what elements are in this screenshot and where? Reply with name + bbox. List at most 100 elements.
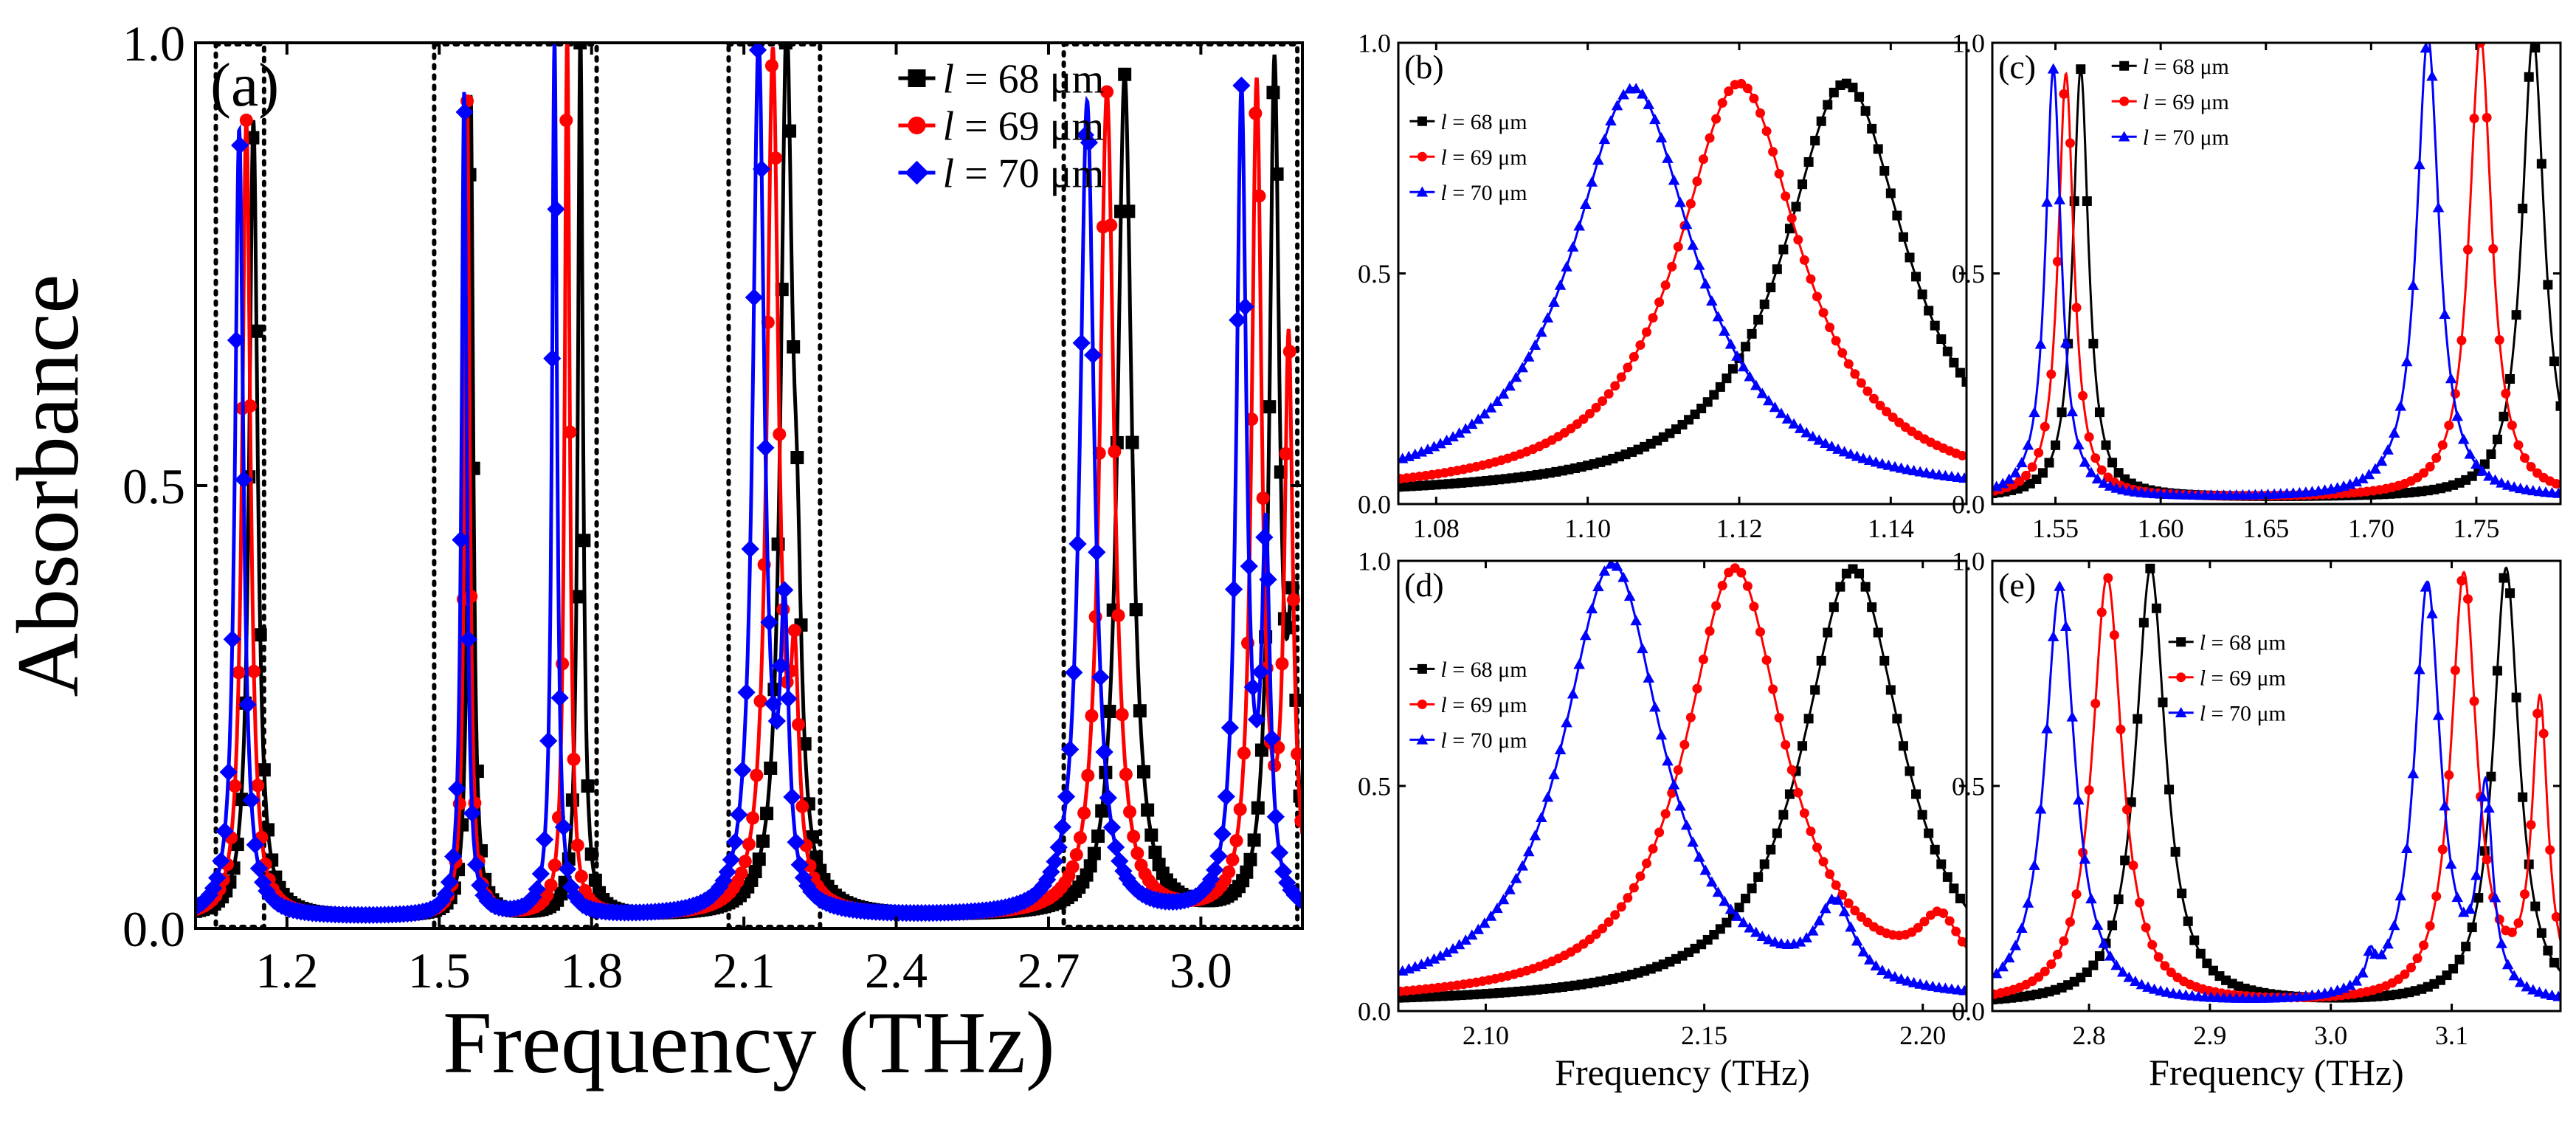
data-point [2135,897,2145,908]
data-point [1843,359,1854,369]
data-point [1201,870,1220,889]
data-point [2526,462,2536,472]
data-point [2363,945,2375,956]
data-point [1778,810,1789,820]
data-point [463,804,482,823]
data-point [2492,434,2502,444]
data-point [1578,414,1589,424]
x-tick-label: 3.0 [1170,942,1232,998]
data-point [2090,698,2101,708]
data-point [753,159,771,179]
data-point [1744,922,1756,933]
data-point [2170,846,2180,857]
data-point [1680,218,1693,230]
data-point [2486,449,2496,459]
x-tick-label: 3.1 [2435,1021,2468,1050]
data-point [2431,891,2442,902]
data-point [2054,580,2066,591]
data-point [1256,491,1270,506]
data-point [2073,438,2085,449]
data-point [257,763,271,777]
x-tick-label: 1.55 [2032,514,2079,543]
data-point [1741,342,1751,352]
data-point [1832,894,1844,905]
data-point [2406,962,2416,973]
data-point [2183,916,2193,926]
data-point [2037,468,2048,478]
data-point [722,850,741,869]
data-point [1095,742,1113,762]
data-point [1422,444,1434,455]
data-point [2431,453,2442,463]
data-point [2076,64,2086,75]
x-tick-label: 1.2 [255,942,318,998]
data-point [1635,340,1646,351]
data-point [1810,136,1820,146]
panel-label: (d) [1404,566,1444,604]
series-70um [1398,561,1966,996]
data-point [1479,917,1491,928]
data-point [1845,921,1857,932]
data-point [1610,910,1620,920]
data-point [760,807,774,821]
data-point [1911,789,1921,799]
data-point [1831,336,1841,346]
data-point [725,832,745,852]
plot-frame [194,41,1304,930]
y-tick-label: 0.0 [122,901,185,957]
data-point [1803,714,1814,724]
data-point [2382,444,2394,455]
data-point [1705,626,1715,636]
data-point [2082,196,2092,207]
data-point [1997,477,2009,489]
data-point [1236,297,1254,316]
y-axis-label: Absorbance [0,274,97,697]
data-point [1835,582,1845,592]
data-point [466,855,486,874]
data-point [1885,188,1896,199]
data-point [1648,844,1658,854]
data-point [2059,620,2072,631]
data-point [1895,973,1907,984]
data-point [1744,370,1756,382]
data-point [2066,406,2079,417]
data-point [559,114,573,128]
data-point [1434,438,1446,449]
legend-label: l = 68 μm [2200,630,2286,655]
data-point [1810,685,1820,695]
data-point [1275,657,1289,671]
data-point [1798,741,1808,751]
data-point [2142,981,2154,992]
data-point [1630,615,1643,626]
data-point [2414,159,2425,170]
data-point [1108,444,1122,458]
data-point [1936,334,1947,345]
data-point [1567,688,1579,699]
data-point [1232,76,1251,95]
data-point [1806,826,1816,836]
data-point [253,873,272,891]
data-point [474,886,493,905]
data-point [745,288,763,307]
data-point [2538,728,2549,739]
data-point [2123,971,2135,982]
data-point [1224,580,1243,599]
data-point [1291,747,1302,761]
data-point [1603,917,1614,927]
data-point [790,451,804,465]
data-point [1674,196,1686,207]
data-point [227,331,246,350]
data-point [2536,928,2546,938]
data-point [2135,979,2148,990]
data-point [1898,232,1908,242]
data-point [1706,295,1718,306]
data-point [2141,922,2151,933]
data-point [2116,966,2129,977]
x-tick-label: 3.0 [2314,1021,2347,1050]
x-tick-label: 1.65 [2242,514,2289,543]
data-point [1673,241,1683,252]
data-point [2126,797,2136,807]
data-point [1636,643,1648,654]
data-point [2412,953,2423,964]
data-point [2128,860,2138,871]
